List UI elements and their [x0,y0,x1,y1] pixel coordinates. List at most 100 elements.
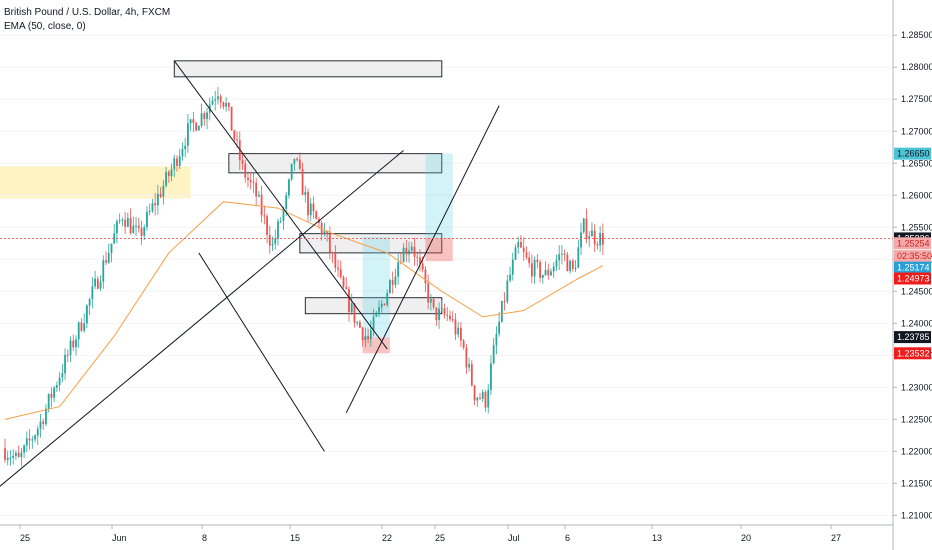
candle-body [47,393,50,409]
time-tick-label: 27 [831,533,841,543]
candle-body [405,247,408,255]
candle-body [118,220,121,222]
candle-body [599,232,602,246]
candle-body [214,99,217,101]
candle-layer [4,86,604,467]
candle-body [413,246,416,257]
candle-body [462,340,465,348]
candle-body [490,363,492,390]
candle-body [148,211,151,213]
candle-body [315,211,318,220]
candle-body [550,271,552,276]
candle-body [247,177,249,181]
candle-body [427,283,430,303]
candle-body [339,269,342,278]
candle-body [12,455,15,458]
price-tick-label: 1.22500 [901,414,932,424]
price-tick-label: 1.23000 [901,382,932,392]
candle-body [465,347,468,368]
candle-body [124,219,127,227]
price-badge [894,237,931,250]
price-tick-label: 1.21000 [901,510,932,520]
candle-body [156,193,159,206]
candle-body [61,373,64,378]
indicator-label[interactable]: EMA (50, close, 0) [4,21,86,32]
candle-body [544,269,547,276]
candle-body [23,445,26,453]
candle-body [511,259,514,275]
candle-body [195,122,197,131]
candle-body [126,217,129,227]
candle-body [173,158,176,170]
candle-body [227,102,230,107]
candle-body [394,276,397,285]
candle-body [140,228,143,236]
candle-body [39,421,42,429]
candle-body [105,260,107,263]
candle-body [380,303,383,308]
candle-body [487,389,490,408]
time-axis[interactable]: 25 Jun 8 15 22 25 Jul 6 13 20 27 [0,524,893,543]
candle-body [359,322,361,328]
time-tick-label: 25 [435,533,445,543]
candle-body [566,254,569,272]
candle-body [514,247,517,260]
candle-body [55,385,58,388]
candle-body [334,253,337,268]
symbol-title[interactable]: British Pound / U.S. Dollar, 4h, FXCM [4,7,171,18]
candle-body [83,323,86,331]
candle-body [290,163,293,180]
time-tick-label: 8 [202,533,207,543]
trend-line [345,105,500,414]
candle-body [206,112,208,120]
candle-body [293,158,296,164]
candle-body [555,260,558,267]
candle-body [503,301,506,303]
candle-body [449,315,451,320]
candle-body [500,301,503,322]
candle-body [268,235,271,246]
price-badges: 1.266501.253261.2525402:35:501.251741.24… [894,147,932,360]
candle-body [383,303,386,305]
candle-body [539,262,541,278]
candle-body [389,280,391,294]
candle-body [129,217,132,234]
candle-body [236,139,238,141]
trendline-layer [0,60,500,487]
price-tick-label: 1.25500 [901,222,932,232]
candle-body [137,225,140,229]
candle-body [211,100,214,105]
candle-body [80,322,83,331]
price-badge [894,347,931,360]
candle-body [66,354,69,356]
candle-body [9,457,12,459]
candle-body [197,125,200,131]
candle-body [446,314,449,316]
candle-body [416,256,419,258]
candle-body [402,247,405,263]
candle-body [410,246,413,251]
highlight-zone-layer [0,166,191,199]
price-badge-label: 1.24973 [897,274,930,284]
price-tick-label: 1.27000 [901,126,932,136]
candle-body [252,181,255,183]
candle-body [350,303,353,313]
candle-body [593,230,596,245]
candle-body [257,194,260,197]
candle-body [331,252,334,254]
candle-body [571,260,574,269]
price-tick-label: 1.27500 [901,94,932,104]
candle-body [143,227,146,236]
candle-body [367,335,369,340]
candle-body [569,260,572,272]
candle-body [596,244,599,246]
price-badge [894,261,931,274]
candle-body [17,452,20,457]
time-tick-label: 13 [652,533,662,543]
price-badge [894,331,931,344]
candle-body [222,102,225,107]
candle-body [429,298,432,303]
candle-body [53,387,56,398]
candle-body [530,263,533,277]
